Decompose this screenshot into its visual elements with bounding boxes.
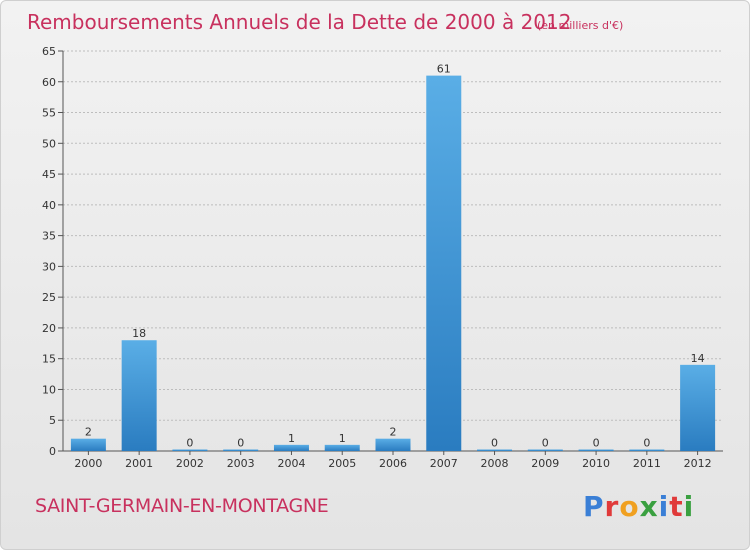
bar-2012 [680,364,716,451]
bar-2000 [70,438,106,451]
logo-letter: o [619,490,640,523]
x-tick-label-2010: 2010 [582,457,610,470]
value-label-2000: 2 [85,426,92,439]
value-label-2007: 61 [437,63,451,76]
logo-letter: r [604,490,620,523]
chart-subtitle: (en milliers d'€) [537,19,623,32]
y-tick-label: 25 [42,291,56,304]
bar-2010 [578,449,614,451]
value-label-2012: 14 [691,352,705,365]
commune-name: SAINT-GERMAIN-EN-MONTAGNE [35,495,329,517]
value-label-2009: 0 [542,437,549,450]
bar-2003 [223,449,259,451]
y-tick-label: 55 [42,107,56,120]
value-label-2002: 0 [186,437,193,450]
grid-lines [63,50,723,421]
bar-2009 [527,449,563,451]
bar-2008 [477,449,513,451]
x-tick-label-2012: 2012 [684,457,712,470]
x-tick-label-2011: 2011 [633,457,661,470]
x-tick-label-2006: 2006 [379,457,407,470]
x-tick-label-2000: 2000 [74,457,102,470]
value-label-2003: 0 [237,437,244,450]
x-tick-label-2002: 2002 [176,457,204,470]
x-tick-label-2005: 2005 [328,457,356,470]
value-label-2005: 1 [339,432,346,445]
x-tick-label-2009: 2009 [531,457,559,470]
value-label-2004: 1 [288,432,295,445]
proxiti-logo: Proxiti [583,490,694,523]
value-label-2008: 0 [491,437,498,450]
bar-2007 [426,75,462,451]
y-tick-label: 35 [42,230,56,243]
x-tick-label-2007: 2007 [430,457,458,470]
bar-2004 [273,444,309,451]
bar-2005 [324,444,360,451]
y-tick-label: 15 [42,353,56,366]
x-tick-label-2004: 2004 [277,457,305,470]
y-tick-label: 60 [42,76,56,89]
y-tick-label: 50 [42,137,56,150]
y-tick-label: 10 [42,383,56,396]
bars [70,75,716,451]
logo-letter: i [683,490,695,523]
value-label-2001: 18 [132,327,146,340]
chart-title: Remboursements Annuels de la Dette de 20… [27,10,571,34]
value-labels: 2 18 0 0 1 1 2 61 0 0 0 0 14 [85,63,705,450]
logo-letter: P [583,490,605,523]
value-label-2011: 0 [643,437,650,450]
y-tick-label: 0 [49,445,56,458]
bar-2002 [172,449,208,451]
y-tick-label: 20 [42,322,56,335]
y-tick-label: 30 [42,260,56,273]
logo-letter: x [639,490,659,523]
y-tick-label: 5 [49,414,56,427]
x-tick-label-2003: 2003 [227,457,255,470]
bar-2011 [629,449,665,451]
y-tick-label: 65 [42,45,56,58]
value-label-2006: 2 [390,426,397,439]
bar-2001 [121,340,157,451]
y-tick-label: 45 [42,168,56,181]
value-label-2010: 0 [593,437,600,450]
logo-letter: i [658,490,670,523]
bar-2006 [375,438,411,451]
x-tick-label-2001: 2001 [125,457,153,470]
x-tick-label-2008: 2008 [481,457,509,470]
logo-letter: t [669,490,684,523]
y-tick-label: 40 [42,199,56,212]
